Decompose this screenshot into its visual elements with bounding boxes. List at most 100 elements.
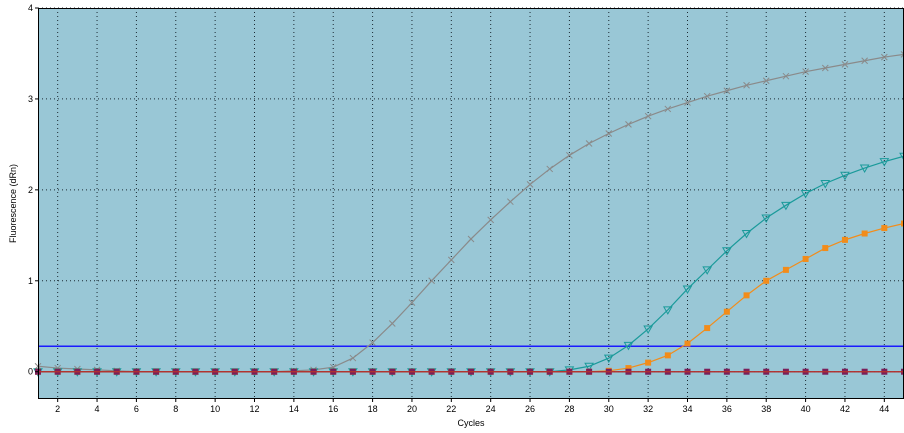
data-point [822,245,829,252]
x-tick-label: 22 [446,404,456,414]
point-stroke [802,68,809,76]
data-point [723,87,731,95]
point-stroke [782,72,790,80]
x-tick-label: 34 [682,404,692,414]
data-point [841,236,848,243]
data-point [880,53,888,61]
data-point [684,99,691,106]
x-tick-label: 20 [407,404,417,414]
y-axis-title: Fluorescence (dRn) [8,164,18,243]
x-tick-label: 26 [525,404,535,414]
data-point [702,266,713,275]
data-point [901,220,904,227]
y-tick-label: 2 [28,185,33,195]
x-tick-label: 16 [328,404,338,414]
data-point [467,235,475,243]
y-tick-label: 4 [28,3,33,13]
point-stroke [585,140,593,147]
data-point [820,179,831,189]
data-point [840,171,850,181]
data-point [879,158,890,167]
point-stroke [566,151,573,159]
x-tick-label: 12 [249,404,259,414]
data-point [584,362,594,372]
x-tick-label: 14 [289,404,299,414]
y-tick-label: 1 [28,276,33,286]
data-point [703,92,711,100]
data-point [881,225,888,232]
data-point [662,306,673,315]
data-point [722,247,732,256]
data-point [761,214,772,224]
point-stroke [467,235,475,243]
series-layer [33,51,904,377]
data-point [526,181,534,188]
point-stroke [428,277,435,285]
point-stroke [703,92,711,100]
point-stroke [349,354,357,362]
x-axis-title: Cycles [457,418,485,428]
point-stroke [861,57,868,65]
point-stroke [447,256,455,264]
y-tick-label: 0 [28,367,33,377]
x-tick-label: 42 [840,404,850,414]
data-point [566,151,573,159]
data-point [644,112,652,120]
data-point [603,354,614,364]
data-point [861,230,868,237]
point-stroke [880,53,888,61]
data-point [782,266,789,273]
data-point [782,72,790,80]
point-stroke [546,165,554,173]
point-stroke [762,77,770,85]
data-point [763,277,770,284]
point-stroke [605,130,613,137]
data-point [723,308,730,315]
data-point [643,325,653,334]
point-stroke [526,181,534,188]
point-stroke [900,51,904,56]
data-point [507,198,514,206]
point-stroke [625,121,632,128]
point-stroke [507,198,514,206]
plot-background [38,8,904,399]
point-stroke [388,320,396,327]
data-point [546,165,554,173]
point-stroke [684,99,691,106]
data-point [408,299,416,306]
data-point [605,130,613,137]
x-tick-label: 4 [95,404,100,414]
y-tick-label: 3 [28,94,33,104]
data-point [428,277,435,285]
data-point [487,216,495,224]
point-stroke [743,81,750,89]
x-axis-ticks: 2 4 6 8 10 12 14 16 18 20 22 24 26 28 30 32 34 36 38 40 42 44 [55,399,889,414]
data-point [645,359,652,366]
data-point [664,105,672,113]
data-point [349,354,357,362]
x-tick-label: 32 [643,404,653,414]
data-point [388,320,396,327]
data-point [585,140,593,147]
point-stroke [723,87,731,95]
x-tick-label: 30 [604,404,614,414]
point-stroke [487,216,495,224]
data-point [369,339,376,346]
point-stroke [408,299,416,306]
point-stroke [644,112,652,120]
x-tick-label: 10 [210,404,220,414]
data-point [623,341,634,351]
data-point [664,352,671,359]
data-point [802,255,809,262]
data-point [741,230,752,239]
point-stroke [821,64,829,72]
x-tick-label: 40 [801,404,811,414]
data-point [859,164,870,174]
x-tick-label: 24 [486,404,496,414]
data-point [625,121,632,128]
data-point [447,256,455,264]
x-tick-label: 28 [564,404,574,414]
data-point [743,81,750,89]
data-point [684,340,691,347]
x-tick-label: 2 [55,404,60,414]
